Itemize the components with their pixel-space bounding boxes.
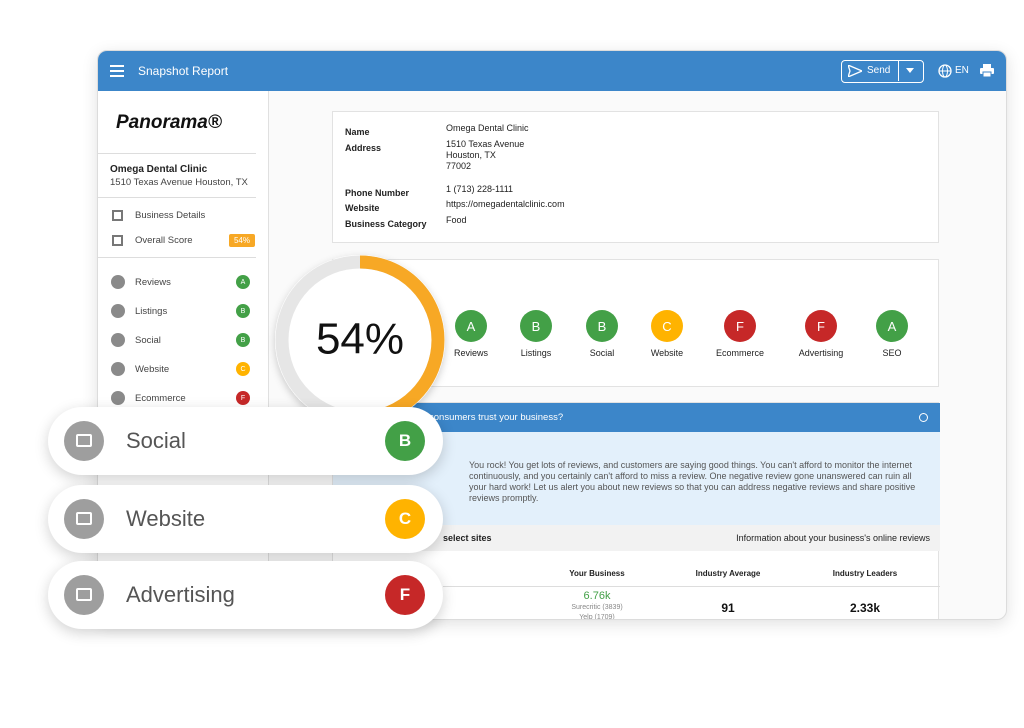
brand: Panorama® <box>116 112 222 133</box>
section-label[interactable]: Ecommerce <box>135 393 186 404</box>
card-icon <box>64 421 104 461</box>
grade-badge: F <box>724 310 756 342</box>
source: Surecritic (3839) <box>571 604 623 611</box>
score-gauge: 54% <box>275 255 445 425</box>
grade-name: Advertising <box>798 348 844 358</box>
grade-badge: B <box>520 310 552 342</box>
menu-label[interactable]: Overall Score <box>135 235 193 246</box>
table-value: 6.76k <box>583 590 611 602</box>
section-label[interactable]: Social <box>135 335 161 346</box>
grade-name: Listings <box>520 348 552 358</box>
grade-name: Reviews <box>453 348 488 358</box>
section-label[interactable]: Reviews <box>135 277 171 288</box>
field-value: https://omegadentalclinic.com <box>446 199 565 209</box>
business-address: 1510 Texas Avenue Houston, TX <box>110 177 248 188</box>
panel-title: consumers trust your business? <box>429 412 564 423</box>
grade-badge: A <box>455 310 487 342</box>
language-icon[interactable] <box>938 64 952 78</box>
card-icon <box>64 499 104 539</box>
field-value: 1510 Texas Avenue <box>446 138 525 149</box>
table-rule <box>443 586 940 587</box>
card-icon-glyph <box>76 588 92 601</box>
menu-icon <box>112 235 123 246</box>
card-label: Website <box>126 506 206 531</box>
score-card[interactable]: Website C <box>48 485 443 553</box>
grade-badge: C <box>236 362 250 376</box>
score-label: 54% <box>316 315 404 364</box>
grade-badge: B <box>586 310 618 342</box>
field-label: Phone Number <box>345 187 410 198</box>
column-header: Your Business <box>569 569 625 578</box>
message-text: You rock! You get lots of reviews, and c… <box>469 460 916 503</box>
send-label: Send <box>867 65 891 76</box>
menu-label[interactable]: Business Details <box>135 210 206 221</box>
grade-badge: B <box>236 333 250 347</box>
grade-badge: C <box>385 499 425 539</box>
grade-badge: F <box>385 575 425 615</box>
grade-badge: A <box>236 275 250 289</box>
field-label: Business Category <box>345 218 427 229</box>
grade-badge: F <box>236 391 250 405</box>
grade-badge: C <box>651 310 683 342</box>
subheader-left: select sites <box>443 533 492 543</box>
help-icon[interactable] <box>919 413 928 422</box>
page-title: Snapshot Report <box>138 64 229 78</box>
field-label: Address <box>345 142 382 153</box>
column-header: Industry Leaders <box>832 569 898 578</box>
section-icon <box>111 333 125 347</box>
card-label: Social <box>126 428 186 453</box>
business-name: Omega Dental Clinic <box>110 164 208 175</box>
send-button[interactable]: Send <box>841 60 924 83</box>
section-icon <box>111 304 125 318</box>
source: Yelp (1709) <box>579 614 615 620</box>
top-bar: Snapshot Report Send EN <box>98 51 1006 91</box>
card-icon-glyph <box>76 512 92 525</box>
language-label[interactable]: EN <box>955 65 969 76</box>
card-label: Advertising <box>126 582 235 607</box>
score-card[interactable]: Advertising F <box>48 561 443 629</box>
section-label[interactable]: Listings <box>135 306 168 317</box>
card-icon-glyph <box>76 434 92 447</box>
table-value: 2.33k <box>849 601 881 615</box>
field-value: 1 (713) 228-1111 <box>446 183 514 194</box>
grade-name: SEO <box>882 348 902 358</box>
card-icon <box>64 575 104 615</box>
grade-badge: B <box>385 421 425 461</box>
section-icon <box>111 275 125 289</box>
table-value: 91 <box>721 601 735 615</box>
section-icon <box>111 391 125 405</box>
subheader-right: Information about your business's online… <box>736 533 930 543</box>
field-value: Food <box>446 214 467 225</box>
menu-icon <box>112 210 123 221</box>
field-label: Website <box>345 203 380 213</box>
score-card[interactable]: Social B <box>48 407 443 475</box>
grade-name: Ecommerce <box>715 348 764 358</box>
grade-badge: F <box>805 310 837 342</box>
grade-name: Website <box>650 348 684 358</box>
column-header: Industry Average <box>695 569 761 578</box>
section-icon <box>111 362 125 376</box>
field-value: 77002 <box>446 160 472 171</box>
field-value: Omega Dental Clinic <box>446 123 529 133</box>
business-card: Name Omega Dental Clinic Address 1510 Texas… <box>332 111 939 243</box>
field-label: Name <box>345 127 370 137</box>
menu-button[interactable] <box>110 65 124 77</box>
score-badge: 54% <box>229 234 255 247</box>
grade-badge: B <box>236 304 250 318</box>
field-value: Houston, TX <box>446 149 496 160</box>
print-button[interactable] <box>980 64 994 77</box>
section-label[interactable]: Website <box>135 364 170 375</box>
grade-badge: A <box>876 310 908 342</box>
grade-name: Social <box>589 348 615 358</box>
